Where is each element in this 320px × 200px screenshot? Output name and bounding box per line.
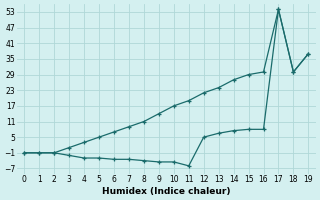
X-axis label: Humidex (Indice chaleur): Humidex (Indice chaleur) <box>102 187 231 196</box>
